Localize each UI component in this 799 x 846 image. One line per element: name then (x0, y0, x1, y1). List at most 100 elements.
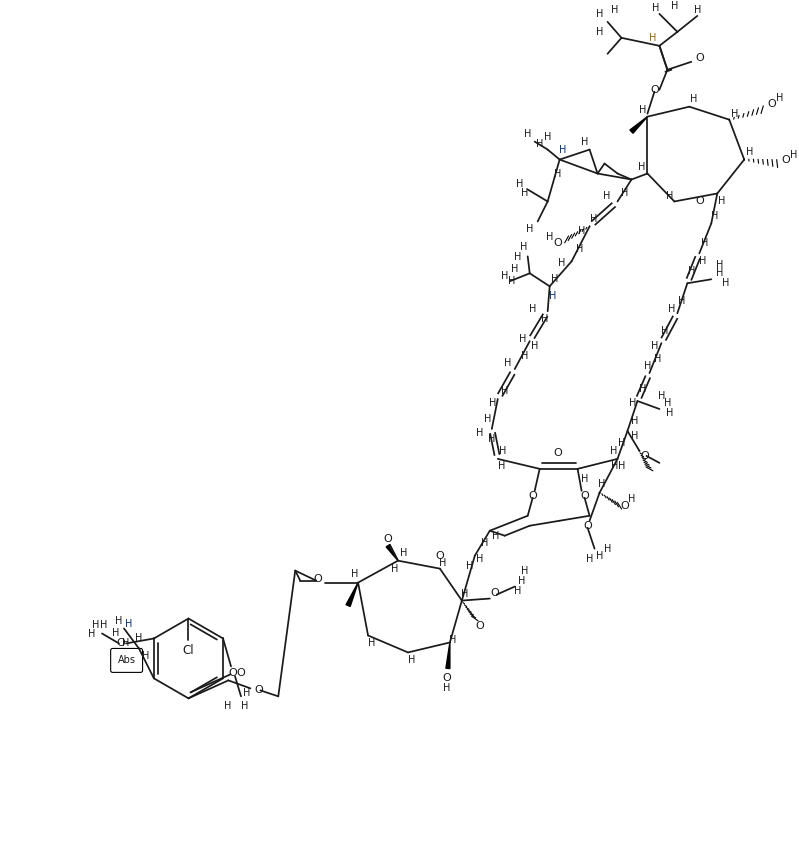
Text: H: H (526, 224, 534, 234)
Text: H: H (602, 191, 610, 201)
Text: H: H (664, 398, 671, 408)
Text: O: O (236, 668, 244, 678)
Text: O: O (314, 574, 323, 584)
Text: H: H (489, 398, 496, 408)
Text: H: H (688, 266, 695, 277)
Text: O: O (435, 551, 444, 561)
Text: H: H (618, 438, 625, 448)
Text: H: H (89, 629, 96, 640)
Text: H: H (352, 569, 359, 579)
Text: H: H (578, 227, 586, 236)
Text: H: H (670, 1, 678, 11)
Text: H: H (554, 168, 562, 179)
Text: O: O (528, 491, 537, 501)
Text: H: H (604, 544, 611, 553)
Text: H: H (531, 341, 539, 351)
Text: H: H (225, 701, 232, 711)
Text: H: H (558, 258, 566, 268)
Text: H: H (629, 398, 636, 408)
Text: H: H (541, 314, 548, 324)
Text: O: O (781, 155, 790, 165)
Text: H: H (546, 233, 554, 243)
Text: H: H (596, 27, 603, 37)
Text: H: H (610, 5, 618, 15)
Text: H: H (652, 3, 659, 13)
Text: H: H (668, 305, 675, 314)
Text: H: H (549, 291, 556, 301)
Text: H: H (476, 553, 483, 563)
Text: H: H (501, 386, 508, 396)
Text: H: H (638, 162, 645, 172)
Text: H: H (511, 264, 519, 274)
Text: H: H (630, 431, 638, 441)
Text: H: H (536, 139, 543, 149)
Text: O: O (475, 620, 484, 630)
Text: H: H (521, 189, 528, 199)
Text: H: H (610, 461, 618, 471)
Text: H: H (730, 108, 738, 118)
Text: H: H (529, 305, 536, 314)
Text: H: H (777, 93, 784, 102)
Text: H: H (508, 277, 515, 286)
Text: H: H (586, 553, 593, 563)
Text: H: H (443, 684, 451, 694)
Text: Cl: Cl (183, 644, 194, 657)
Text: H: H (142, 651, 149, 662)
Text: O: O (229, 668, 237, 678)
Text: H: H (666, 191, 673, 201)
Text: H: H (658, 391, 665, 401)
Text: H: H (745, 146, 753, 157)
Text: H: H (504, 358, 511, 368)
Text: H: H (596, 551, 603, 561)
Text: H: H (721, 278, 729, 288)
Text: H: H (590, 214, 597, 224)
Text: H: H (544, 132, 551, 141)
Text: H: H (484, 414, 491, 424)
FancyBboxPatch shape (110, 648, 142, 673)
Text: H: H (498, 461, 506, 471)
Text: H: H (690, 94, 697, 104)
Text: H: H (716, 261, 723, 271)
Text: O: O (695, 196, 704, 206)
Text: H: H (718, 196, 725, 206)
Text: H: H (644, 361, 651, 371)
Text: H: H (710, 212, 718, 222)
Text: O: O (695, 52, 704, 63)
Text: H: H (649, 33, 656, 43)
Text: H: H (524, 129, 531, 139)
Text: H: H (499, 446, 507, 456)
Text: H: H (610, 446, 617, 456)
Text: H: H (650, 341, 658, 351)
Text: O: O (384, 534, 392, 544)
Text: H: H (596, 9, 603, 19)
Text: O: O (640, 451, 649, 461)
Text: Abs: Abs (117, 656, 136, 666)
Text: H: H (488, 434, 495, 444)
Text: H: H (514, 585, 522, 596)
Text: H: H (101, 619, 108, 629)
Text: H: H (518, 575, 526, 585)
Text: H: H (439, 558, 447, 568)
Text: O: O (117, 639, 125, 649)
Text: H: H (716, 268, 723, 278)
Text: H: H (115, 616, 123, 625)
Text: H: H (638, 105, 646, 115)
Text: O: O (768, 99, 777, 108)
Text: O: O (650, 85, 659, 95)
Text: H: H (501, 272, 508, 282)
Text: H: H (241, 701, 248, 711)
Text: H: H (514, 252, 522, 262)
Text: H: H (581, 474, 588, 484)
Text: H: H (113, 629, 120, 639)
Text: H: H (481, 538, 488, 547)
Text: O: O (491, 588, 499, 597)
Text: H: H (694, 5, 701, 15)
Text: H: H (581, 136, 588, 146)
Text: H: H (521, 351, 528, 361)
Text: H: H (492, 530, 499, 541)
Text: H: H (618, 461, 625, 471)
Text: H: H (790, 150, 797, 160)
Text: H: H (630, 416, 638, 426)
Text: O: O (443, 673, 451, 684)
Text: H: H (461, 589, 468, 599)
